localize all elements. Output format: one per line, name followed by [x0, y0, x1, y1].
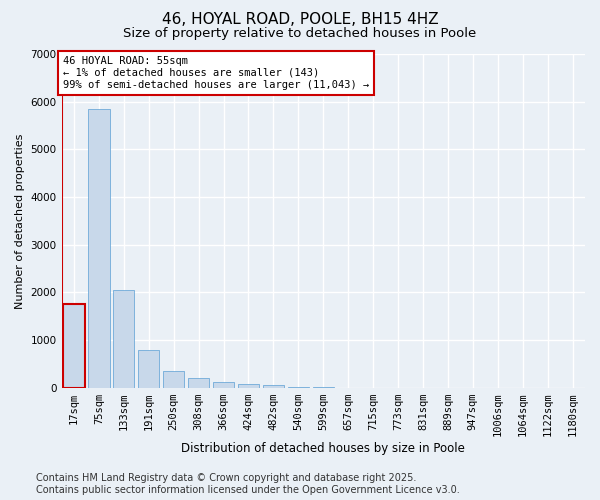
Text: 46 HOYAL ROAD: 55sqm
← 1% of detached houses are smaller (143)
99% of semi-detac: 46 HOYAL ROAD: 55sqm ← 1% of detached ho… [63, 56, 369, 90]
Bar [64, 304, 85, 388]
Text: 46, HOYAL ROAD, POOLE, BH15 4HZ: 46, HOYAL ROAD, POOLE, BH15 4HZ [161, 12, 439, 28]
Bar [113, 290, 134, 388]
Text: Size of property relative to detached houses in Poole: Size of property relative to detached ho… [124, 28, 476, 40]
Bar [288, 386, 309, 388]
Bar [163, 371, 184, 388]
Bar [88, 109, 110, 388]
Bar [238, 384, 259, 388]
Bar [188, 378, 209, 388]
Text: Contains HM Land Registry data © Crown copyright and database right 2025.
Contai: Contains HM Land Registry data © Crown c… [36, 474, 460, 495]
Bar [213, 382, 234, 388]
Bar [138, 350, 160, 388]
Bar [263, 386, 284, 388]
Y-axis label: Number of detached properties: Number of detached properties [15, 133, 25, 308]
X-axis label: Distribution of detached houses by size in Poole: Distribution of detached houses by size … [181, 442, 465, 455]
